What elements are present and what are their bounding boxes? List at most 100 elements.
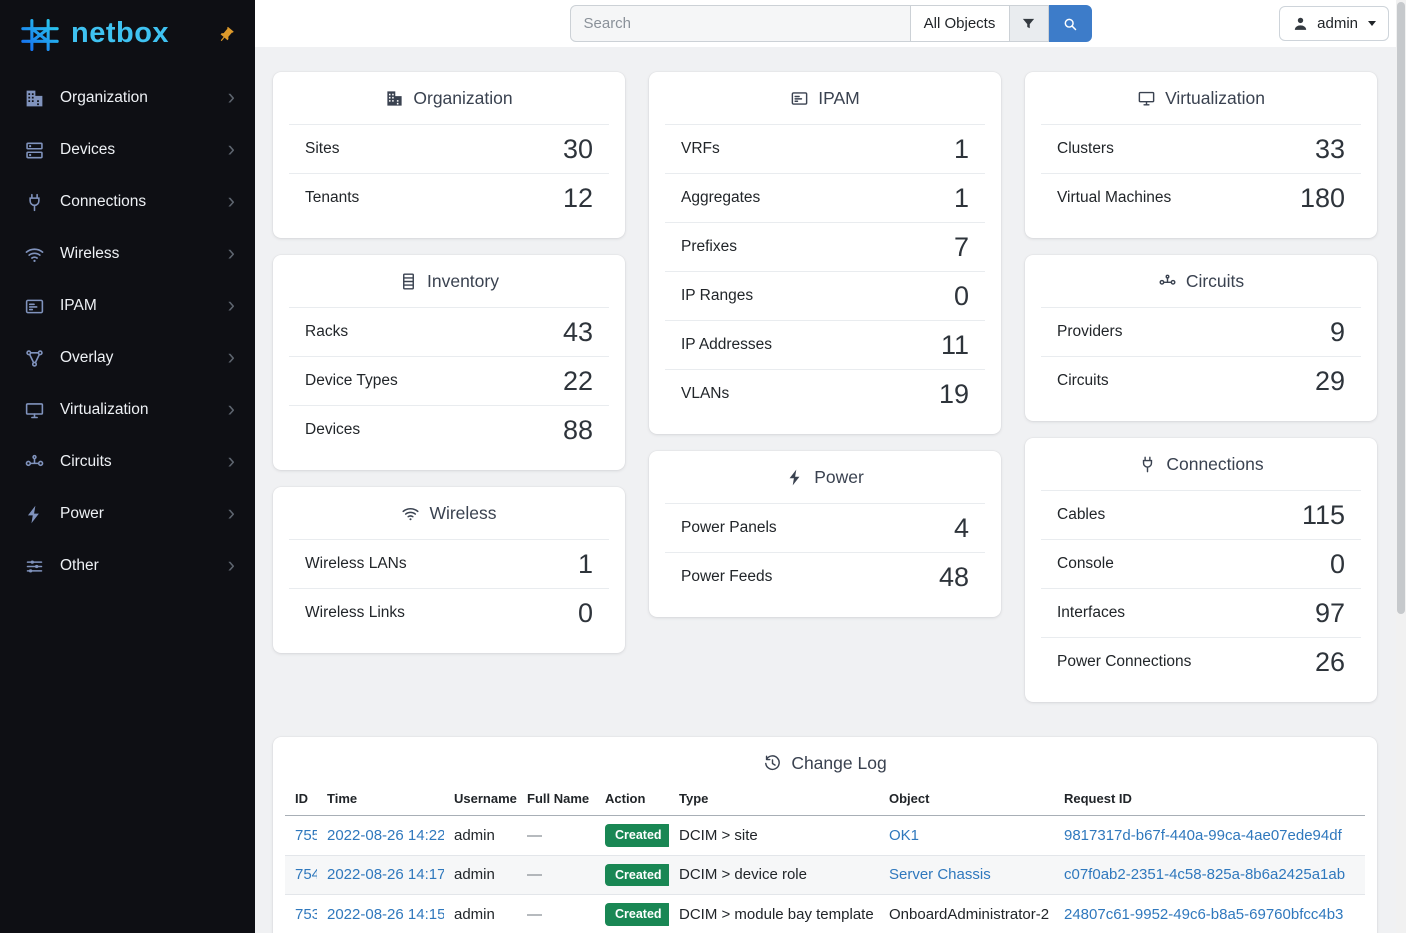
changelog-object-link[interactable]: Server Chassis (889, 866, 991, 884)
stat-row-prefixes[interactable]: Prefixes 7 (665, 222, 985, 271)
sidebar-nav: Organization › Devices › Connections › Wireles… (0, 64, 255, 592)
card-title: Wireless (273, 487, 625, 539)
stat-row-power-connections[interactable]: Power Connections 26 (1041, 637, 1361, 686)
changelog-request-id-link[interactable]: c07f0ab2-2351-4c58-825a-8b6a2425a1ab (1064, 866, 1346, 884)
netbox-logo[interactable]: netbox (18, 16, 169, 54)
stat-row-tenants[interactable]: Tenants 12 (289, 173, 609, 222)
stat-row-ip-ranges[interactable]: IP Ranges 0 (665, 271, 985, 320)
scrollbar-thumb[interactable] (1397, 2, 1405, 614)
caret-down-icon (1368, 21, 1376, 26)
stat-row-racks[interactable]: Racks 43 (289, 307, 609, 356)
pin-sidebar-icon[interactable] (213, 22, 238, 47)
stat-row-cables[interactable]: Cables 115 (1041, 490, 1361, 539)
stat-row-device-types[interactable]: Device Types 22 (289, 356, 609, 405)
sidebar-item-virtualization[interactable]: Virtualization › (0, 384, 255, 436)
stat-row-wireless-lans[interactable]: Wireless LANs 1 (289, 539, 609, 588)
changelog-object-link[interactable]: OK1 (889, 826, 920, 844)
changelog-time-link[interactable]: 2022-08-26 14:17 (327, 866, 444, 884)
sidebar-item-organization[interactable]: Organization › (0, 72, 255, 124)
stat-row-virtual-machines[interactable]: Virtual Machines 180 (1041, 173, 1361, 222)
sidebar-item-connections[interactable]: Connections › (0, 176, 255, 228)
stat-label: Racks (305, 323, 349, 340)
chevron-right-icon: › (227, 499, 235, 525)
sidebar-item-circuits[interactable]: Circuits › (0, 436, 255, 488)
card-title-text: Organization (413, 87, 513, 108)
user-menu-button[interactable]: admin (1279, 6, 1389, 41)
card-title-text: Virtualization (1165, 87, 1265, 108)
search-button[interactable] (1048, 5, 1092, 42)
stat-row-providers[interactable]: Providers 9 (1041, 307, 1361, 356)
changelog-request-id-link[interactable]: 9817317d-b67f-440a-99ca-4ae07ede94df (1064, 826, 1342, 844)
filter-button[interactable] (1008, 5, 1049, 42)
stat-row-sites[interactable]: Sites 30 (289, 124, 609, 173)
card-connections: Connections Cables 115 Console 0 Interfaces 97… (1025, 438, 1377, 702)
sidebar-item-power[interactable]: Power › (0, 488, 255, 540)
chevron-right-icon: › (227, 395, 235, 421)
changelog-request-id-link[interactable]: 24807c61-9952-49c6-b8a5-69760bfcc4b3 (1064, 905, 1344, 923)
stat-list: Cables 115 Console 0 Interfaces 97 Power Conne… (1025, 490, 1377, 686)
stat-row-ip-addresses[interactable]: IP Addresses 11 (665, 320, 985, 369)
chevron-right-icon: › (227, 239, 235, 265)
stat-label: Wireless LANs (305, 555, 407, 572)
dashboard: Organization Sites 30 Tenants 12 Inventory Rac… (273, 72, 1377, 702)
stat-row-devices[interactable]: Devices 88 (289, 405, 609, 454)
sidebar-item-label: Wireless (60, 245, 120, 262)
stat-value: 11 (940, 329, 969, 360)
sidebar-item-devices[interactable]: Devices › (0, 124, 255, 176)
changelog-id-link[interactable]: 753 (295, 905, 317, 923)
sidebar-item-overlay[interactable]: Overlay › (0, 332, 255, 384)
stat-value: 0 (1329, 548, 1345, 579)
stat-row-circuits[interactable]: Circuits 29 (1041, 356, 1361, 405)
stat-label: Cables (1057, 506, 1106, 523)
card-title: Organization (273, 72, 625, 124)
stat-row-console[interactable]: Console 0 (1041, 539, 1361, 588)
changelog-header-row: ID Time Username Full Name Action Type Object R… (285, 789, 1365, 816)
stat-label: Wireless Links (305, 604, 405, 621)
sidebar-item-label: Organization (60, 89, 148, 106)
wifi-icon (401, 504, 420, 523)
stat-list: Providers 9 Circuits 29 (1025, 307, 1377, 405)
changelog-row: 753 2022-08-26 14:15 admin — Created DCIM > m… (285, 894, 1365, 933)
sidebar-item-ipam[interactable]: IPAM › (0, 280, 255, 332)
graph-icon (24, 348, 45, 369)
stat-value: 1 (953, 182, 969, 213)
card-title: Power (649, 451, 1001, 503)
changelog-type: DCIM > site (679, 826, 758, 844)
changelog-id-link[interactable]: 754 (295, 866, 317, 884)
stat-value: 0 (953, 280, 969, 311)
stat-value: 88 (562, 414, 593, 445)
ipam-icon (790, 89, 809, 108)
sidebar-item-label: Devices (60, 141, 116, 158)
stat-label: Virtual Machines (1057, 189, 1172, 206)
page-scrollbar[interactable] (1396, 0, 1406, 933)
stat-label: Sites (305, 140, 340, 157)
stat-row-wireless-links[interactable]: Wireless Links 0 (289, 588, 609, 637)
object-type-select[interactable]: All Objects (909, 5, 1010, 42)
card-title: Inventory (273, 255, 625, 307)
stat-label: Devices (305, 421, 361, 438)
stat-row-aggregates[interactable]: Aggregates 1 (665, 173, 985, 222)
stat-row-vrfs[interactable]: VRFs 1 (665, 124, 985, 173)
changelog-id-link[interactable]: 755 (295, 826, 317, 844)
filter-icon (1021, 16, 1036, 31)
sidebar-item-wireless[interactable]: Wireless › (0, 228, 255, 280)
changelog-type: DCIM > module bay template (679, 905, 874, 923)
stat-row-interfaces[interactable]: Interfaces 97 (1041, 588, 1361, 637)
sidebar-item-other[interactable]: Other › (0, 540, 255, 592)
stat-list: Power Panels 4 Power Feeds 48 (649, 503, 1001, 601)
card-title: Virtualization (1025, 72, 1377, 124)
changelog-time-link[interactable]: 2022-08-26 14:22 (327, 826, 444, 844)
search-input[interactable] (569, 5, 911, 42)
stat-row-power-feeds[interactable]: Power Feeds 48 (665, 552, 985, 601)
changelog-full-name: — (527, 826, 542, 844)
changelog-username: admin (454, 826, 495, 844)
stat-row-clusters[interactable]: Clusters 33 (1041, 124, 1361, 173)
sidebar-item-label: Power (60, 505, 104, 522)
card-title-text: IPAM (818, 87, 860, 108)
changelog-time-link[interactable]: 2022-08-26 14:15 (327, 905, 444, 923)
stat-label: Device Types (305, 372, 398, 389)
stat-row-power-panels[interactable]: Power Panels 4 (665, 503, 985, 552)
chevron-right-icon: › (227, 447, 235, 473)
stat-row-vlans[interactable]: VLANs 19 (665, 369, 985, 418)
